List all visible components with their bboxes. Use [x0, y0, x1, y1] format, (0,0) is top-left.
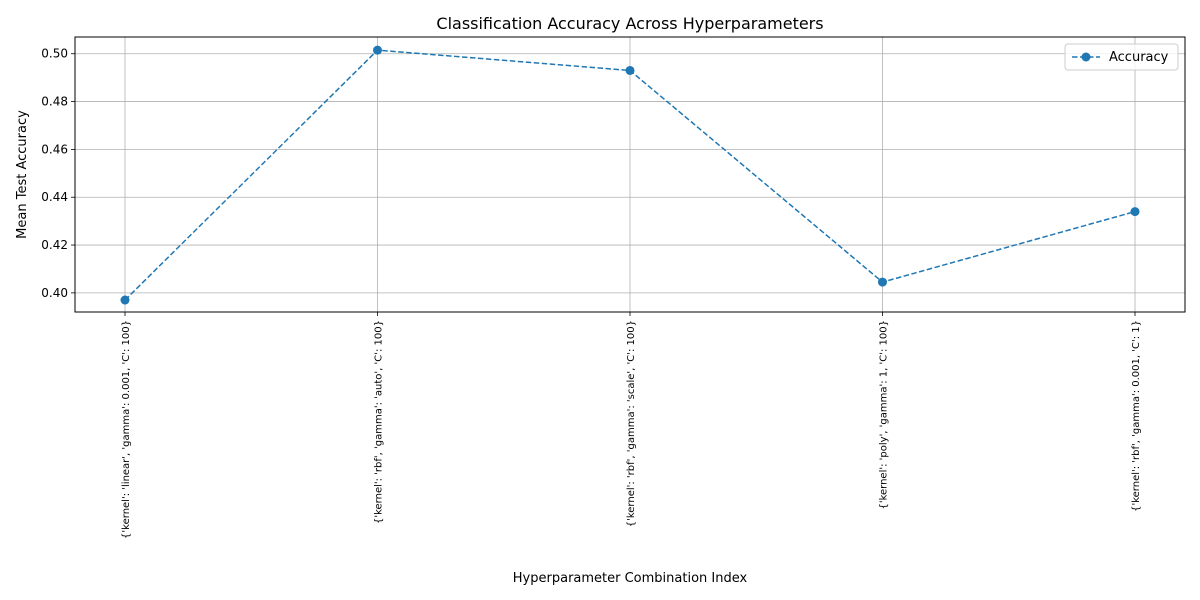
data-point-marker [878, 277, 887, 287]
y-tick-label: 0.42 [41, 238, 68, 252]
y-tick-label: 0.46 [41, 142, 68, 156]
data-point-marker [625, 65, 635, 75]
x-tick-label: {'kernel': 'rbf', 'gamma': 'scale', 'C':… [626, 320, 637, 527]
x-tick-label: {'kernel': 'rbf', 'gamma': 'auto', 'C': … [374, 320, 385, 524]
chart-title: Classification Accuracy Across Hyperpara… [436, 14, 823, 33]
y-tick-label: 0.48 [41, 95, 68, 109]
legend-box [1064, 43, 1179, 71]
x-axis-ticks: {'kernel': 'linear', 'gamma': 0.001, 'C'… [121, 312, 1142, 539]
x-axis-label: Hyperparameter Combination Index [513, 571, 748, 586]
data-point-marker [1130, 207, 1140, 217]
data-point-marker [373, 45, 382, 55]
y-axis-ticks: 0.40 0.42 0.44 0.46 0.48 0.50 [41, 47, 75, 300]
series-layer [120, 45, 1140, 305]
data-point-marker [120, 295, 130, 305]
x-tick-label: {'kernel': 'rbf', 'gamma': 0.001, 'C': 1… [1131, 320, 1142, 512]
legend-marker [1081, 52, 1091, 62]
legend: Accuracy [1064, 43, 1179, 71]
x-tick-label: {'kernel': 'poly', 'gamma': 1, 'C': 100} [879, 320, 890, 510]
y-tick-label: 0.50 [41, 47, 68, 61]
legend-entry-accuracy: Accuracy [1109, 50, 1169, 65]
y-axis-label: Mean Test Accuracy [15, 110, 30, 239]
y-tick-label: 0.40 [41, 286, 68, 300]
y-tick-label: 0.44 [41, 190, 68, 204]
x-tick-label: {'kernel': 'linear', 'gamma': 0.001, 'C'… [121, 320, 132, 539]
grid-lines [75, 37, 1185, 312]
